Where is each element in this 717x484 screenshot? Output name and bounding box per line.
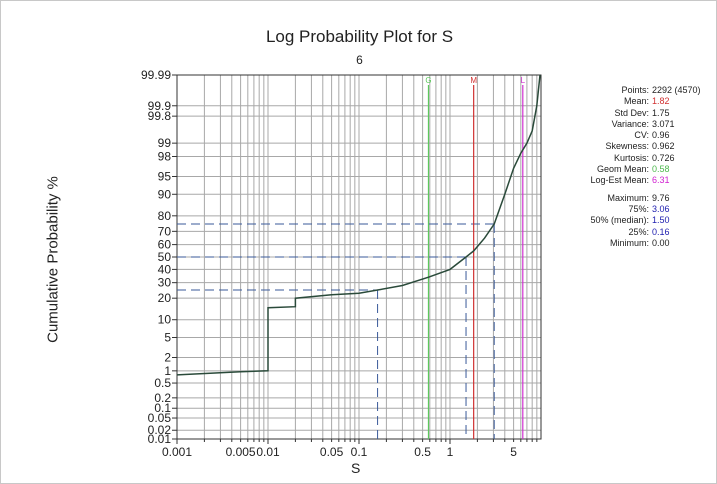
- stat-label: Variance:: [611, 118, 649, 129]
- stat-row: Mean: 1.82: [561, 96, 701, 107]
- y-tick-label: 99.9: [148, 99, 172, 113]
- chart-title: Log Probability Plot for S: [265, 27, 454, 46]
- stat-value: 2292 (4570): [652, 85, 701, 95]
- y-tick-label: 99.8: [148, 109, 172, 123]
- y-tick-label: 90: [158, 187, 172, 201]
- stats-panel: Points: 2292 (4570) Mean: 1.82 Std Dev: 1.75 V…: [561, 85, 701, 249]
- stat-label: Std Dev:: [614, 107, 649, 118]
- reference-line-label: G: [425, 76, 431, 85]
- stat-value: 0.962: [652, 141, 675, 152]
- stat-value: 0.16: [652, 226, 670, 237]
- cumulative-curve: [176, 74, 541, 376]
- y-tick-label: 2: [164, 351, 171, 365]
- stat-value: 0.58: [652, 164, 670, 175]
- stat-value: 9.76: [652, 192, 670, 203]
- stat-row: 50% (median): 1.50: [561, 215, 701, 226]
- y-tick-label: 0.5: [154, 376, 171, 390]
- stat-row: Log-Est Mean: 6.31: [561, 175, 701, 186]
- y-tick-label: 0.05: [148, 411, 172, 425]
- y-tick-label: 99: [158, 136, 172, 150]
- stat-value: 1.82: [652, 96, 670, 107]
- stat-value: 0.00: [652, 237, 670, 248]
- stat-value: 3.071: [652, 118, 675, 129]
- stat-row: 75%: 3.06: [561, 204, 701, 215]
- x-axis-label: S: [351, 460, 361, 476]
- x-tick-label: 0.1: [351, 445, 368, 459]
- stat-value: 1.50: [652, 215, 670, 226]
- stat-value: 3.06: [652, 203, 670, 214]
- stat-label: CV:: [634, 130, 649, 141]
- y-tick-label: 40: [158, 262, 172, 276]
- x-tick-label: 0.005: [226, 445, 256, 459]
- y-tick-label: 20: [158, 291, 172, 305]
- stat-value: 0.726: [652, 152, 675, 163]
- stat-label: Geom Mean:: [596, 164, 649, 175]
- reference-line-label: L: [521, 76, 526, 85]
- stat-label: 50% (median):: [590, 215, 649, 226]
- stat-label: Skewness:: [605, 141, 649, 152]
- y-tick-label: 95: [158, 170, 172, 184]
- y-tick-label: 80: [158, 209, 172, 223]
- stat-row: Points: 2292 (4570): [561, 85, 701, 96]
- stat-label: Points:: [621, 85, 649, 95]
- stat-label: Minimum:: [609, 237, 649, 248]
- stat-row: Variance: 3.071: [561, 119, 701, 130]
- y-tick-label: 10: [158, 313, 172, 327]
- x-tick-label: 0.001: [162, 445, 192, 459]
- chart-subtitle: 6: [356, 53, 363, 67]
- y-tick-label: 70: [158, 224, 172, 238]
- stat-label: 75%:: [628, 203, 649, 214]
- y-tick-label: 5: [164, 330, 171, 344]
- y-tick-label: 98: [158, 149, 172, 163]
- y-tick-label: 0.1: [154, 401, 171, 415]
- y-tick-label: 30: [158, 276, 172, 290]
- stat-label: Log-Est Mean:: [590, 175, 649, 186]
- x-tick-label: 5: [510, 445, 517, 459]
- y-tick-label: 0.2: [154, 391, 171, 405]
- stat-row: Kurtosis: 0.726: [561, 153, 701, 164]
- stat-row: Std Dev: 1.75: [561, 108, 701, 119]
- stat-label: Kurtosis:: [613, 152, 649, 163]
- stat-value: 1.75: [652, 107, 670, 118]
- x-tick-label: 0.05: [320, 445, 344, 459]
- reference-line-label: M: [470, 76, 477, 85]
- x-tick-label: 0.5: [414, 445, 431, 459]
- stat-row: 25%: 0.16: [561, 227, 701, 238]
- y-tick-label: 0.01: [148, 432, 172, 446]
- y-tick-label: 0.02: [148, 423, 172, 437]
- stat-label: 25%:: [628, 226, 649, 237]
- stat-label: Mean:: [623, 96, 649, 107]
- y-tick-label: 60: [158, 238, 172, 252]
- y-tick-label: 50: [158, 250, 172, 264]
- x-tick-label: 0.01: [256, 445, 280, 459]
- stat-value: 0.96: [652, 130, 670, 141]
- stat-row: Skewness: 0.962: [561, 141, 701, 152]
- stat-label: Maximum:: [607, 192, 649, 203]
- stat-row: Geom Mean: 0.58: [561, 164, 701, 175]
- stat-row: Maximum: 9.76: [561, 193, 701, 204]
- stat-row: Minimum: 0.00: [561, 238, 701, 249]
- y-tick-label: 99.99: [141, 68, 171, 82]
- stat-value: 6.31: [652, 175, 670, 186]
- y-tick-label: 1: [164, 364, 171, 378]
- x-tick-label: 1: [447, 445, 454, 459]
- stat-row: CV: 0.96: [561, 130, 701, 141]
